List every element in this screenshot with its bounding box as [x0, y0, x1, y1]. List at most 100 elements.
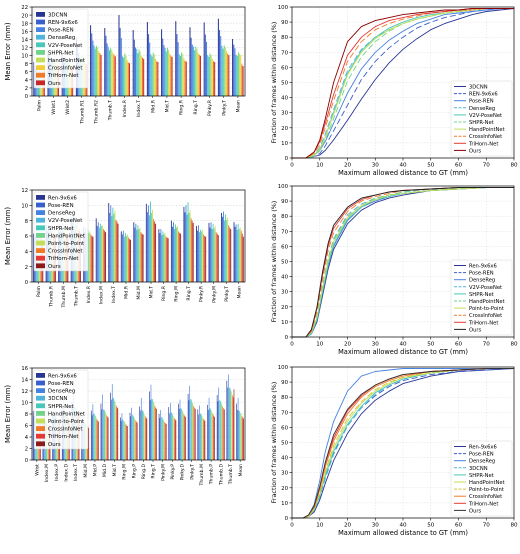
bar: [176, 34, 178, 96]
y-tick-label: 70: [281, 410, 288, 416]
bar: [151, 213, 152, 282]
bar: [206, 41, 208, 96]
legend-swatch: [36, 255, 45, 261]
bar: [152, 399, 153, 460]
y-tick-label: 90: [281, 380, 288, 386]
bar: [132, 414, 133, 460]
bar: [122, 230, 124, 282]
bar: [161, 416, 162, 460]
x-tick-label: 10: [316, 523, 324, 529]
y-tick-label: 2: [25, 86, 28, 92]
bar: [105, 412, 107, 460]
x-tick-label: 30: [372, 342, 380, 348]
bar: [110, 205, 112, 282]
y-tick-label: 60: [281, 425, 288, 431]
series-line: [292, 8, 514, 159]
bar: [138, 229, 140, 282]
y-tick-label: 8: [25, 219, 28, 225]
bar: [141, 233, 143, 282]
bar: [242, 417, 244, 460]
legend-label: CrossInfoNet: [48, 66, 82, 72]
legend-label: Ours: [48, 442, 61, 448]
legend-label: SHPR-Net: [469, 473, 494, 479]
x-tick-label: 30: [372, 163, 380, 169]
legend-swatch: [36, 388, 45, 393]
x-tick-label: Mid.R: [124, 285, 130, 299]
y-tick-label: 100: [278, 365, 289, 371]
bar: [105, 35, 107, 96]
y-tick-label: 70: [281, 50, 288, 56]
x-tick-label: Ring.T: [186, 286, 192, 301]
bar: [92, 40, 94, 96]
legend-swatch: [36, 248, 45, 253]
bar: [104, 28, 106, 97]
legend-label: Ours: [469, 508, 482, 514]
y-tick-label: 22: [21, 5, 28, 11]
bar: [151, 56, 153, 96]
bar: [226, 219, 228, 282]
x-tick-label: 20: [344, 523, 352, 529]
y-tick-label: 10: [21, 401, 28, 407]
bar: [220, 402, 222, 460]
bar: [139, 51, 141, 96]
x-tick-label: 30: [372, 523, 380, 529]
bar: [227, 387, 228, 460]
legend-label: Ren-9x6x6: [48, 195, 77, 201]
x-tick-label: Mid.T: [165, 100, 171, 113]
legend-label: Ours: [469, 327, 482, 333]
bar: [220, 400, 221, 460]
legend-label: DenseReg: [469, 278, 495, 284]
bar: [33, 233, 35, 282]
legend-label: Point-to-Point: [469, 306, 504, 312]
x-tick-label: 40: [399, 342, 407, 348]
bar: [113, 213, 115, 282]
bar: [215, 232, 217, 282]
bar: [134, 227, 136, 282]
bar: [150, 54, 152, 96]
bar: [94, 414, 95, 460]
bar: [121, 234, 123, 282]
x-tick-label: Index.R: [86, 285, 92, 303]
legend-label: 3DCNN: [48, 396, 67, 402]
bar: [197, 230, 198, 282]
x-tick-label: Pinky.T: [221, 100, 227, 116]
bar: [229, 387, 231, 460]
bar: [100, 403, 102, 460]
x-tick-label: 50: [427, 163, 435, 169]
bar: [90, 234, 92, 282]
bar: [192, 403, 194, 460]
bar: [236, 229, 238, 282]
bar: [110, 48, 112, 96]
bar: [179, 399, 181, 460]
x-tick-label: Thumb.R2: [94, 100, 100, 125]
y-tick-label: 0: [285, 516, 289, 522]
bar: [179, 232, 181, 282]
y-tick-label: 2: [25, 447, 28, 453]
x-tick-label: Index.T: [136, 100, 142, 117]
bar: [223, 408, 224, 460]
x-tick-label: Mid.T: [112, 464, 118, 477]
bar: [230, 389, 232, 460]
bar: [204, 420, 206, 460]
x-tick-label: Mid.T: [149, 286, 155, 299]
x-tick-label: Mid.R: [150, 99, 156, 113]
bar: [117, 223, 119, 282]
bar: [214, 62, 216, 96]
bar-chart-3: 0 2 4 6 8 10 12 14 16 Wrist Index.M Index.P Index.D I…: [4, 366, 246, 486]
bar: [110, 392, 111, 460]
bar: [238, 410, 240, 460]
bar: [241, 416, 243, 460]
legend-label: Ren-9x6x6: [48, 373, 77, 379]
bar: [223, 409, 225, 460]
x-tick-label: Wrist1: [51, 100, 57, 115]
bar: [160, 409, 161, 460]
bar: [126, 59, 128, 96]
bar: [143, 412, 144, 460]
bar: [224, 220, 226, 282]
bar: [135, 420, 136, 460]
bar: [231, 392, 232, 460]
legend-label: DenseReg: [48, 35, 75, 41]
legend: 3DCNNREN-9x6x6Pose-RENDenseRegV2V-PoseNe…: [450, 80, 513, 157]
bar: [96, 226, 98, 282]
bar: [99, 223, 101, 282]
